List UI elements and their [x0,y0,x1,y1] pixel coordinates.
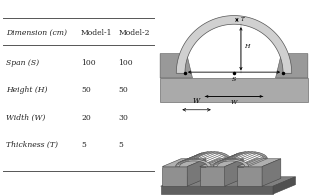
Polygon shape [230,152,249,159]
Text: Span (S): Span (S) [6,59,39,67]
Polygon shape [186,152,205,160]
Polygon shape [187,159,206,186]
Polygon shape [162,159,206,167]
Polygon shape [194,152,230,159]
Polygon shape [275,54,308,78]
Polygon shape [240,152,259,161]
Polygon shape [176,158,195,166]
Polygon shape [223,152,242,160]
Polygon shape [213,158,232,166]
Polygon shape [273,177,295,194]
Polygon shape [215,155,235,163]
Polygon shape [214,156,233,164]
Text: 50: 50 [81,86,91,94]
Text: 5: 5 [119,141,124,149]
Polygon shape [202,152,222,161]
Text: 100: 100 [119,59,133,67]
Polygon shape [232,152,267,159]
Text: 5: 5 [81,141,86,149]
Text: 100: 100 [81,59,96,67]
Text: Model-1: Model-1 [81,29,113,37]
Text: T: T [241,17,245,22]
Polygon shape [248,157,267,165]
Text: W: W [231,100,237,105]
Polygon shape [210,156,229,164]
Polygon shape [205,153,225,162]
Text: 50: 50 [119,86,128,94]
Polygon shape [237,152,256,160]
Polygon shape [196,152,215,160]
Polygon shape [200,159,243,167]
Polygon shape [237,159,281,167]
Polygon shape [176,159,211,167]
Text: Height (H): Height (H) [6,86,48,94]
Polygon shape [176,16,292,73]
Polygon shape [211,159,230,167]
Polygon shape [193,152,212,159]
Polygon shape [162,167,187,186]
Polygon shape [211,157,230,165]
Polygon shape [213,159,249,167]
Text: W: W [193,97,200,105]
Polygon shape [200,167,225,186]
Polygon shape [225,159,243,186]
Polygon shape [199,152,219,160]
Polygon shape [208,154,227,162]
Polygon shape [160,54,193,78]
Polygon shape [247,156,266,164]
Polygon shape [180,154,199,162]
Text: Dimension (cm): Dimension (cm) [6,29,67,37]
Polygon shape [161,177,295,186]
Text: H: H [244,44,250,49]
Polygon shape [177,156,196,164]
Text: S: S [232,77,236,82]
Polygon shape [245,154,264,162]
Text: Model-2: Model-2 [119,29,150,37]
Polygon shape [217,154,237,162]
Polygon shape [189,152,208,160]
Bar [160,78,308,102]
Text: Width (W): Width (W) [6,114,46,122]
Text: Thickness (T): Thickness (T) [6,141,58,149]
Polygon shape [226,152,246,160]
Polygon shape [220,153,239,161]
Polygon shape [161,186,273,194]
Polygon shape [178,155,197,163]
Polygon shape [243,153,262,162]
Polygon shape [237,167,262,186]
Text: 20: 20 [81,114,91,122]
Text: 30: 30 [119,114,129,122]
Polygon shape [233,152,253,160]
Polygon shape [262,159,281,186]
Polygon shape [183,153,202,161]
Polygon shape [249,159,267,167]
